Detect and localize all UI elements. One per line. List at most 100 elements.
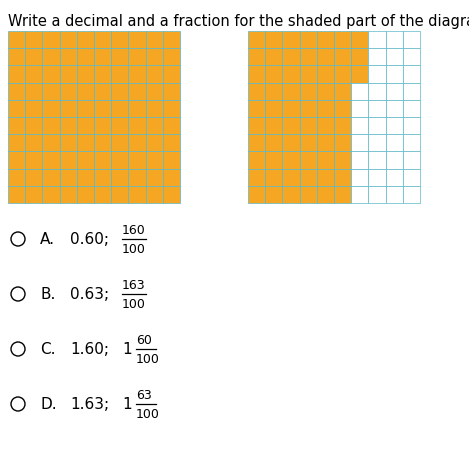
Bar	[334, 169, 351, 187]
Bar	[282, 152, 300, 169]
Bar	[25, 152, 42, 169]
Bar	[25, 118, 42, 135]
Bar	[145, 135, 163, 152]
Bar	[282, 83, 300, 100]
Bar	[300, 66, 317, 83]
Bar	[60, 169, 77, 187]
Bar	[369, 83, 386, 100]
Bar	[42, 100, 60, 118]
Bar	[248, 135, 265, 152]
Bar	[60, 187, 77, 204]
Text: 0.60;: 0.60;	[70, 232, 109, 247]
Bar	[265, 49, 282, 66]
Bar	[77, 32, 94, 49]
Bar	[94, 169, 111, 187]
Bar	[317, 187, 334, 204]
Bar	[129, 118, 145, 135]
Text: A.: A.	[40, 232, 55, 247]
Bar	[129, 32, 145, 49]
Bar	[145, 83, 163, 100]
Bar	[317, 100, 334, 118]
Bar	[8, 83, 25, 100]
Bar	[60, 66, 77, 83]
Bar	[282, 118, 300, 135]
Bar	[248, 152, 265, 169]
Bar	[248, 100, 265, 118]
Text: 100: 100	[122, 298, 146, 311]
Bar	[351, 152, 369, 169]
Bar	[77, 49, 94, 66]
Bar	[369, 135, 386, 152]
Bar	[265, 187, 282, 204]
Bar	[60, 83, 77, 100]
Bar	[129, 49, 145, 66]
Text: 100: 100	[136, 353, 160, 366]
Bar	[351, 49, 369, 66]
Bar	[317, 118, 334, 135]
Bar	[369, 152, 386, 169]
Bar	[403, 83, 420, 100]
Text: 60: 60	[136, 334, 152, 347]
Bar	[129, 100, 145, 118]
Bar	[111, 100, 129, 118]
Bar	[94, 49, 111, 66]
Bar	[145, 66, 163, 83]
Bar	[282, 169, 300, 187]
Bar	[145, 118, 163, 135]
Bar	[386, 152, 403, 169]
Bar	[351, 135, 369, 152]
Bar	[77, 169, 94, 187]
Bar	[60, 49, 77, 66]
Bar	[25, 66, 42, 83]
Bar	[265, 32, 282, 49]
Bar	[94, 152, 111, 169]
Bar	[94, 100, 111, 118]
Bar	[42, 152, 60, 169]
Bar	[25, 135, 42, 152]
Bar	[317, 152, 334, 169]
Bar	[351, 187, 369, 204]
Bar	[145, 187, 163, 204]
Bar	[317, 32, 334, 49]
Bar	[403, 100, 420, 118]
Bar	[163, 118, 180, 135]
Text: 100: 100	[136, 407, 160, 420]
Bar	[386, 66, 403, 83]
Bar	[111, 169, 129, 187]
Bar	[403, 49, 420, 66]
Bar	[300, 135, 317, 152]
Bar	[25, 83, 42, 100]
Bar	[163, 169, 180, 187]
Bar	[265, 152, 282, 169]
Text: 1.63;: 1.63;	[70, 397, 109, 412]
Bar	[317, 83, 334, 100]
Bar	[8, 100, 25, 118]
Bar	[60, 135, 77, 152]
Bar	[8, 135, 25, 152]
Bar	[282, 32, 300, 49]
Text: 1: 1	[122, 397, 132, 412]
Bar	[8, 187, 25, 204]
Bar	[8, 66, 25, 83]
Bar	[163, 187, 180, 204]
Bar	[77, 135, 94, 152]
Bar	[25, 100, 42, 118]
Bar	[351, 32, 369, 49]
Bar	[129, 152, 145, 169]
Text: 63: 63	[136, 388, 152, 401]
Bar	[77, 100, 94, 118]
Bar	[8, 152, 25, 169]
Bar	[163, 83, 180, 100]
Text: D.: D.	[40, 397, 57, 412]
Bar	[94, 32, 111, 49]
Bar	[60, 118, 77, 135]
Bar	[334, 32, 351, 49]
Bar	[77, 187, 94, 204]
Bar	[111, 66, 129, 83]
Bar	[300, 187, 317, 204]
Bar	[334, 66, 351, 83]
Bar	[25, 49, 42, 66]
Bar	[42, 32, 60, 49]
Bar	[129, 187, 145, 204]
Text: 160: 160	[122, 224, 146, 237]
